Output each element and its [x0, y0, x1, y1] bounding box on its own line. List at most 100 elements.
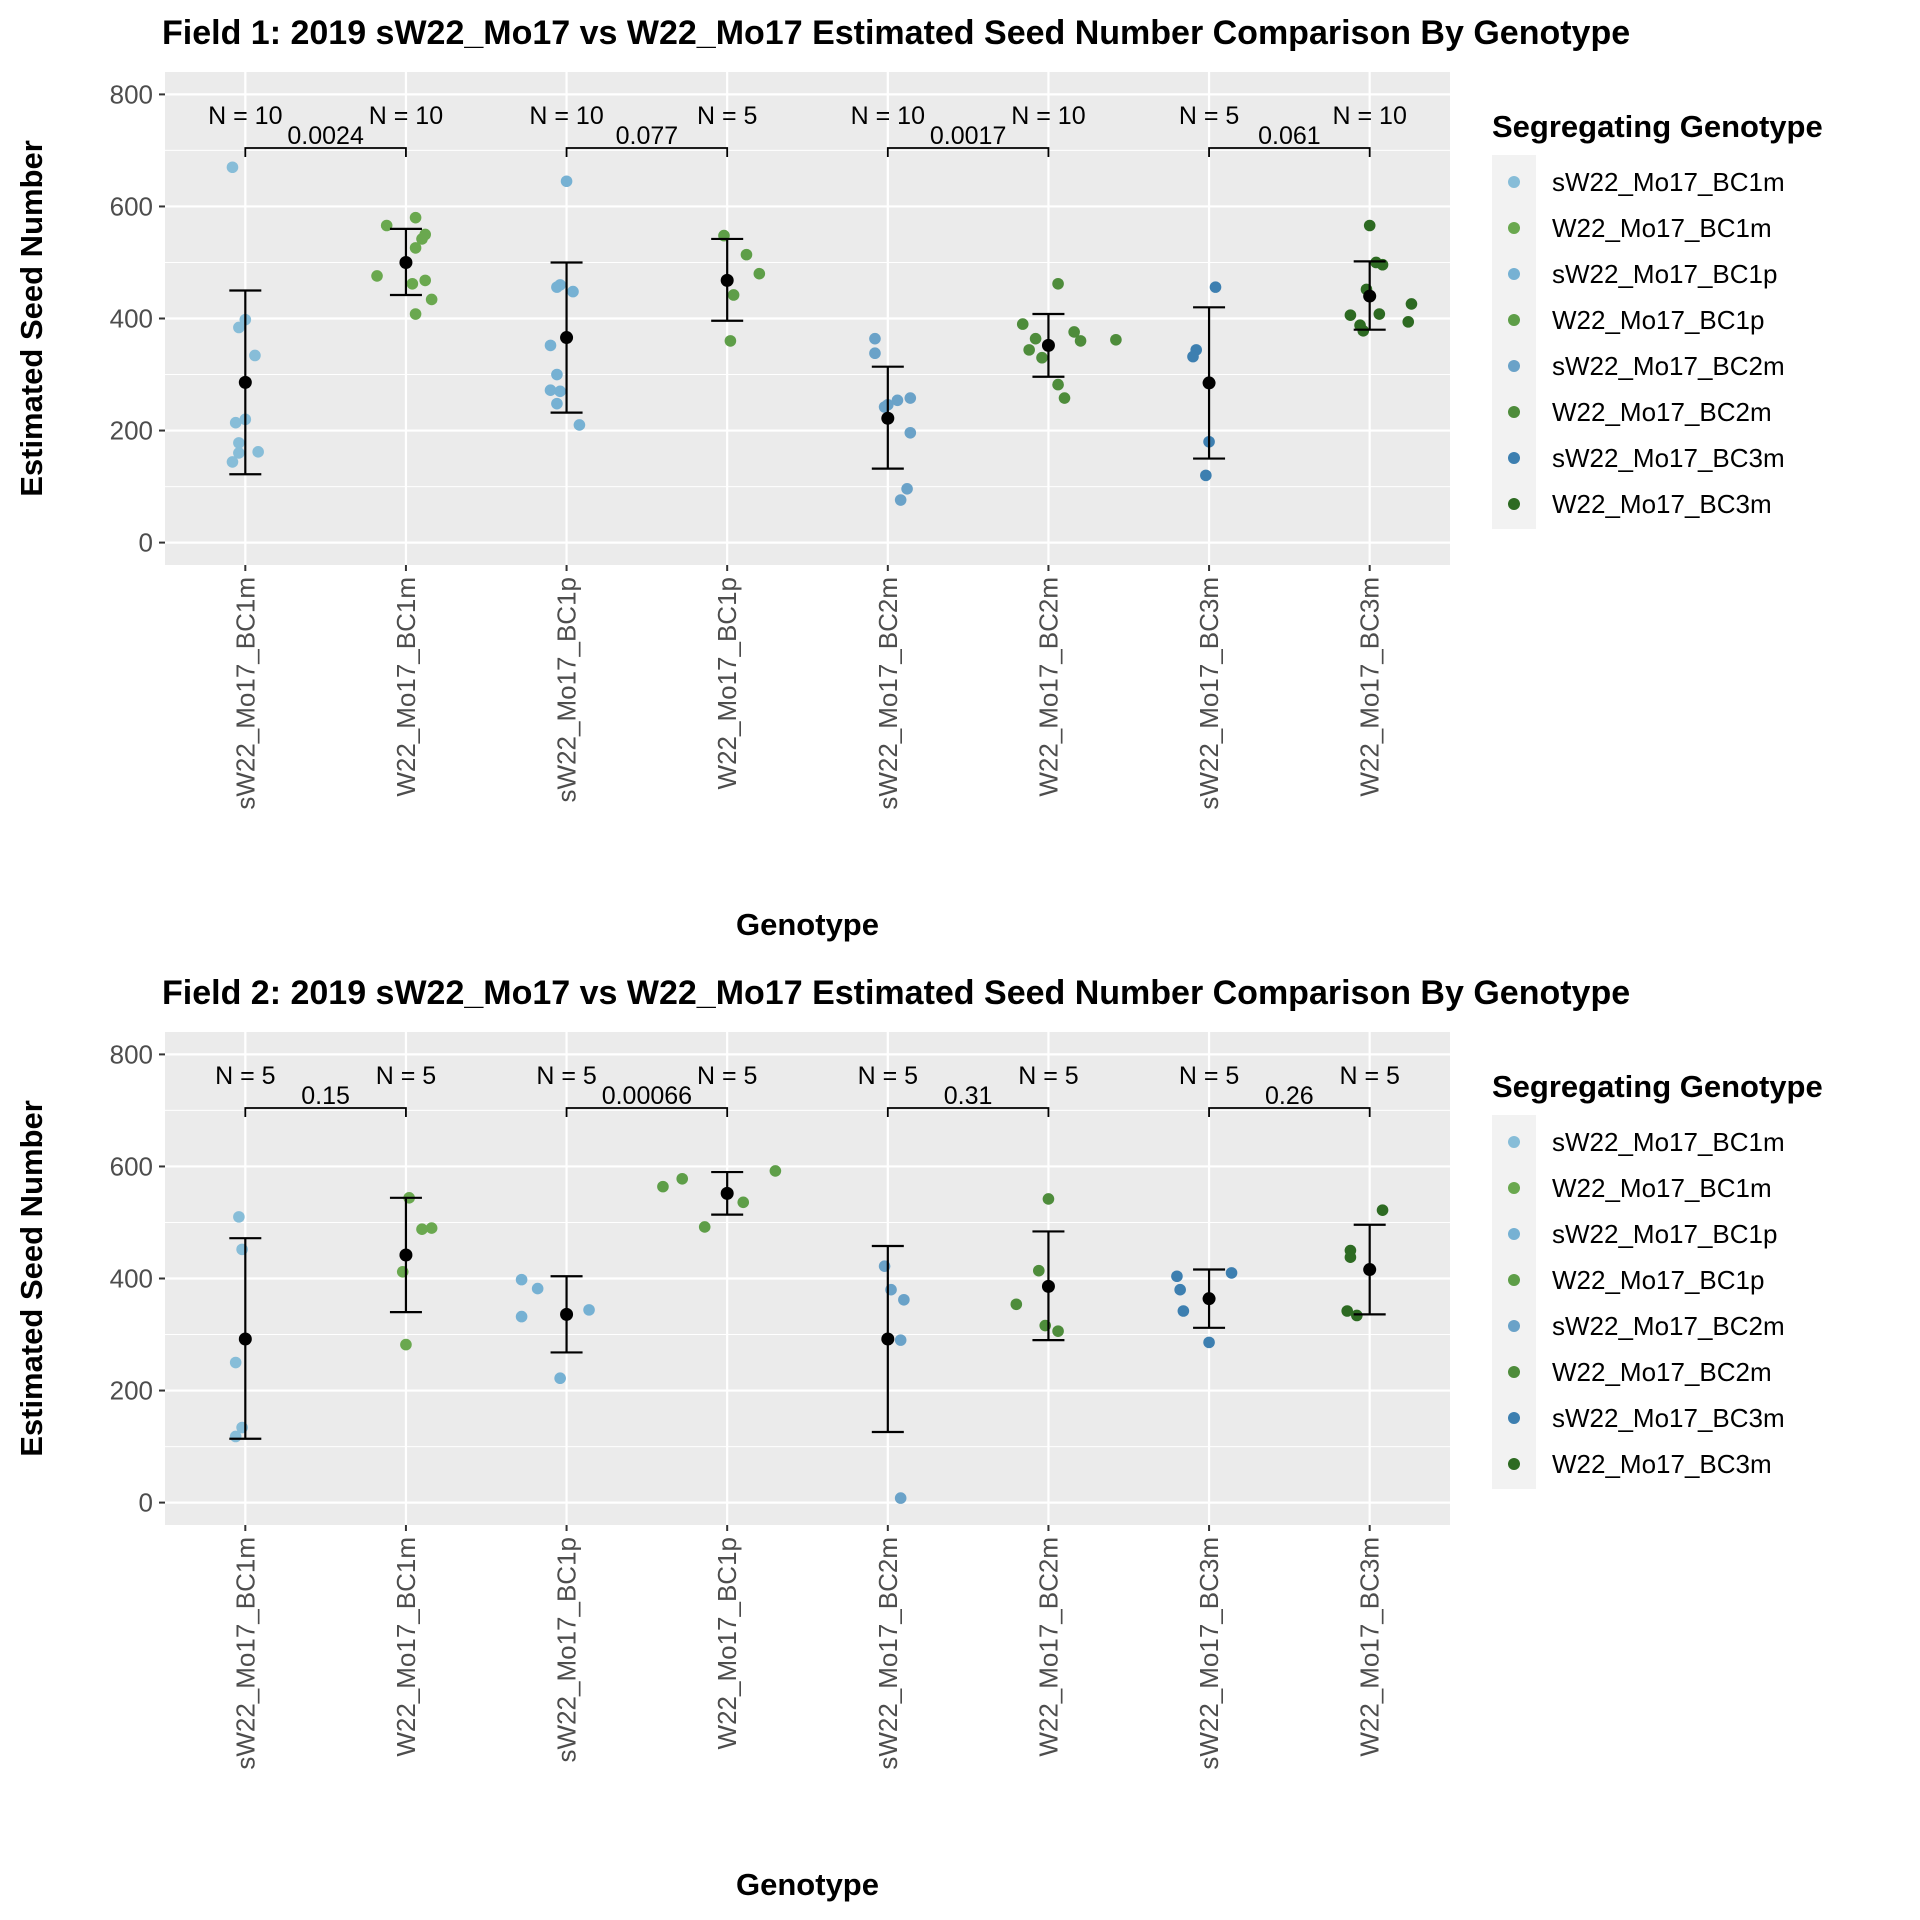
- data-point: [416, 1223, 428, 1235]
- data-point: [229, 1356, 242, 1369]
- data-point: [1068, 326, 1080, 338]
- n-label: N = 10: [208, 102, 282, 130]
- data-point: [1373, 308, 1386, 320]
- n-label: N = 5: [1339, 1062, 1399, 1090]
- data-point: [380, 219, 393, 232]
- data-point: [737, 1196, 750, 1209]
- data-point: [1110, 333, 1122, 346]
- x-tick-label: W22_Mo17_BC2m: [1033, 1537, 1063, 1757]
- data-point: [753, 267, 766, 280]
- data-point: [567, 285, 579, 298]
- data-point: [233, 447, 245, 459]
- legend-key: [1508, 406, 1520, 418]
- data-point: [1016, 318, 1029, 330]
- legend-label: sW22_Mo17_BC1m: [1552, 1127, 1785, 1157]
- legend-label: W22_Mo17_BC1p: [1552, 1265, 1764, 1295]
- mean-point: [1041, 1279, 1055, 1293]
- data-point: [698, 1221, 711, 1233]
- data-point: [400, 1338, 412, 1351]
- y-tick-label: 200: [110, 1376, 153, 1406]
- chart-panel-2: Field 2: 2019 sW22_Mo17 vs W22_Mo17 Esti…: [14, 974, 1823, 1902]
- x-tick-label: sW22_Mo17_BC2m: [873, 1537, 903, 1770]
- y-tick-label: 800: [110, 1039, 153, 1069]
- n-label: N = 5: [858, 1062, 918, 1090]
- legend-key: [1508, 1458, 1520, 1470]
- comparison-bracket: [1208, 147, 1371, 157]
- data-point: [252, 446, 264, 458]
- data-point: [226, 161, 239, 174]
- n-label: N = 10: [1333, 102, 1407, 130]
- p-value-label: 0.31: [944, 1082, 993, 1110]
- n-label: N = 5: [376, 1062, 436, 1090]
- x-axis-title: Genotype: [736, 1867, 879, 1902]
- data-point: [515, 1273, 528, 1286]
- data-point: [406, 277, 419, 290]
- y-tick-label: 600: [110, 1151, 153, 1181]
- comparison-bracket: [886, 147, 1050, 157]
- p-value-label: 0.061: [1258, 122, 1321, 150]
- legend-label: sW22_Mo17_BC1p: [1552, 259, 1777, 289]
- chart-title: Field 2: 2019 sW22_Mo17 vs W22_Mo17 Esti…: [162, 974, 1630, 1012]
- mean-point: [399, 255, 413, 269]
- data-point: [551, 368, 563, 381]
- n-label: N = 5: [697, 1062, 757, 1090]
- data-point: [869, 332, 881, 345]
- legend-key-background: [1492, 155, 1536, 529]
- data-point: [1174, 1283, 1186, 1296]
- y-tick-label: 0: [139, 1488, 153, 1518]
- legend-key: [1508, 1136, 1520, 1148]
- data-point: [544, 384, 557, 397]
- p-value-label: 0.26: [1265, 1082, 1314, 1110]
- n-label: N = 5: [536, 1062, 596, 1090]
- legend-key: [1508, 1320, 1520, 1332]
- data-point: [531, 1282, 544, 1295]
- data-point: [1042, 1193, 1055, 1205]
- data-point: [1225, 1267, 1238, 1279]
- x-tick-label: W22_Mo17_BC1p: [712, 577, 742, 789]
- data-point: [1074, 335, 1087, 347]
- data-point: [554, 1372, 566, 1385]
- y-tick-label: 400: [110, 304, 153, 334]
- legend-label: W22_Mo17_BC3m: [1552, 489, 1772, 519]
- data-point: [894, 1334, 907, 1346]
- legend-title: Segregating Genotype: [1492, 1069, 1823, 1104]
- n-label: N = 5: [215, 1062, 275, 1090]
- data-point: [371, 270, 383, 282]
- legend-label: sW22_Mo17_BC1m: [1552, 167, 1785, 197]
- x-tick-label: W22_Mo17_BC1m: [391, 1537, 421, 1757]
- legend-label: sW22_Mo17_BC3m: [1552, 443, 1785, 473]
- legend-title: Segregating Genotype: [1492, 109, 1823, 144]
- comparison-bracket: [244, 147, 407, 157]
- data-point: [1402, 316, 1415, 328]
- data-point: [416, 233, 428, 245]
- legend-key: [1508, 176, 1520, 188]
- legend-key: [1508, 1182, 1520, 1194]
- data-point: [869, 347, 881, 360]
- data-point: [573, 419, 586, 431]
- mean-point: [881, 411, 895, 425]
- comparison-bracket: [1208, 1107, 1371, 1117]
- x-tick-label: sW22_Mo17_BC3m: [1194, 577, 1224, 810]
- data-point: [727, 289, 740, 301]
- data-point: [229, 1430, 242, 1443]
- data-point: [1376, 1204, 1389, 1216]
- data-point: [1209, 281, 1222, 293]
- legend-key: [1508, 222, 1520, 234]
- p-value-label: 0.00066: [602, 1082, 692, 1110]
- y-axis-title: Estimated Seed Number: [14, 140, 49, 497]
- x-tick-label: sW22_Mo17_BC1p: [552, 1537, 582, 1762]
- data-point: [740, 248, 753, 261]
- legend-label: W22_Mo17_BC2m: [1552, 397, 1772, 427]
- data-point: [233, 1211, 245, 1223]
- data-point: [1344, 1251, 1357, 1264]
- x-tick-label: W22_Mo17_BC1p: [712, 1537, 742, 1749]
- data-point: [544, 339, 557, 352]
- legend-label: sW22_Mo17_BC3m: [1552, 1403, 1785, 1433]
- data-point: [1171, 1270, 1183, 1283]
- y-tick-label: 800: [110, 79, 153, 109]
- data-point: [894, 1492, 907, 1504]
- y-tick-label: 600: [110, 191, 153, 221]
- data-point: [425, 1222, 438, 1234]
- x-tick-label: sW22_Mo17_BC1m: [230, 1537, 260, 1770]
- data-point: [769, 1165, 782, 1177]
